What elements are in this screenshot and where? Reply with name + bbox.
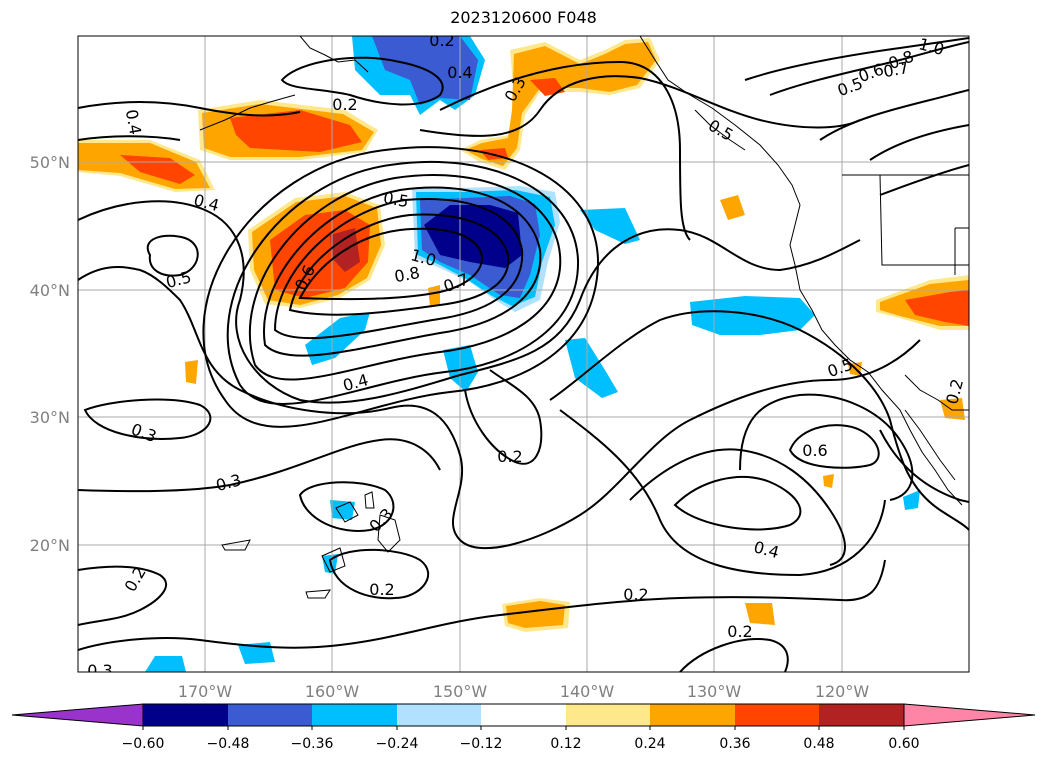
- colorbar-segment: [735, 704, 819, 726]
- lon-label-140w: 140°W: [560, 682, 615, 701]
- lat-label-40n: 40°N: [30, 281, 70, 300]
- colorbar-tick-label: −0.12: [460, 736, 503, 752]
- lon-label-150w: 150°W: [433, 682, 488, 701]
- contour-label: 0.4: [447, 63, 472, 82]
- colorbar-tick-label: −0.24: [376, 736, 419, 752]
- lon-label-130w: 130°W: [687, 682, 742, 701]
- positive-anomaly-region: [720, 195, 745, 220]
- contour-label: 0.4: [122, 108, 145, 136]
- colorbar-tick-label: 0.36: [719, 736, 750, 752]
- colorbar-tick-label: 0.12: [550, 736, 581, 752]
- anomaly-shading: [78, 36, 969, 672]
- negative-anomaly-region: [145, 656, 186, 672]
- negative-anomaly-region: [580, 208, 640, 244]
- negative-anomaly-region: [330, 500, 355, 520]
- contour-label: 0.3: [87, 661, 112, 680]
- colorbar-tick-label: 0.24: [634, 736, 665, 752]
- contour-label: 0.2: [497, 447, 522, 466]
- contour-label: 0.2: [369, 580, 394, 599]
- colorbar-segment: [397, 704, 481, 726]
- colorbar-segment: [481, 704, 566, 726]
- map-title: 2023120600 F048: [450, 8, 597, 27]
- colorbar-segment: [566, 704, 650, 726]
- colorbar-tick-label: −0.36: [291, 736, 334, 752]
- contour-label: 0.2: [332, 95, 357, 114]
- positive-anomaly-region: [506, 601, 565, 628]
- lon-label-120w: 120°W: [815, 682, 870, 701]
- contour-label: 0.2: [727, 622, 752, 641]
- contour-label: 0.8: [393, 263, 421, 286]
- lon-label-160w: 160°W: [305, 682, 360, 701]
- lat-label-20n: 20°N: [30, 536, 70, 555]
- colorbar-extend-high: [903, 703, 1036, 727]
- colorbar-extend-low: [11, 703, 144, 727]
- contour-label: 0.2: [623, 585, 648, 604]
- contour-label: 0.7: [882, 58, 910, 81]
- map-plot-area: 0.4 0.5 0.2 0.3 0.4 0.8 0.7 1.0 0.6 0.5 …: [78, 31, 969, 680]
- colorbar-segment: [228, 704, 312, 726]
- contour-label: 0.5: [382, 188, 410, 211]
- colorbar-segment: [312, 704, 397, 726]
- positive-anomaly-region: [428, 285, 440, 306]
- colorbar-segment: [650, 704, 735, 726]
- positive-anomaly-region: [823, 474, 834, 488]
- positive-anomaly-region: [940, 398, 965, 420]
- contour-label: 0.6: [802, 441, 827, 460]
- colorbar-segment: [819, 704, 904, 726]
- contour-label: 1.0: [917, 34, 947, 59]
- positive-anomaly-region: [905, 290, 969, 326]
- positive-anomaly-region: [230, 110, 362, 152]
- positive-anomaly-region: [185, 360, 198, 384]
- colorbar-tick-label: 0.48: [803, 736, 834, 752]
- contour-lines: [78, 37, 969, 672]
- coastlines: [199, 36, 969, 599]
- colorbar-tick-label: 0.60: [888, 736, 919, 752]
- positive-anomaly-region: [465, 42, 656, 166]
- lon-label-170w: 170°W: [178, 682, 233, 701]
- negative-anomaly-region: [903, 490, 920, 510]
- positive-anomaly-region: [745, 603, 775, 625]
- latitude-labels: 50°N 40°N 30°N 20°N: [30, 153, 70, 555]
- contour-label: 0.2: [429, 31, 454, 50]
- negative-anomaly-region: [305, 312, 370, 365]
- map-frame: [77, 35, 970, 673]
- longitude-labels: 170°W 160°W 150°W 140°W 130°W 120°W: [178, 682, 870, 701]
- positive-anomaly-region: [530, 78, 565, 96]
- colorbar: −0.60 −0.48 −0.36 −0.24 −0.12 0.12 0.24 …: [11, 703, 1036, 752]
- colorbar-tick-label: −0.60: [122, 736, 165, 752]
- negative-anomaly-region: [424, 205, 522, 268]
- colorbar-segment: [143, 704, 228, 726]
- lat-label-30n: 30°N: [30, 408, 70, 427]
- colorbar-tick-label: −0.48: [207, 736, 250, 752]
- lat-label-50n: 50°N: [30, 153, 70, 172]
